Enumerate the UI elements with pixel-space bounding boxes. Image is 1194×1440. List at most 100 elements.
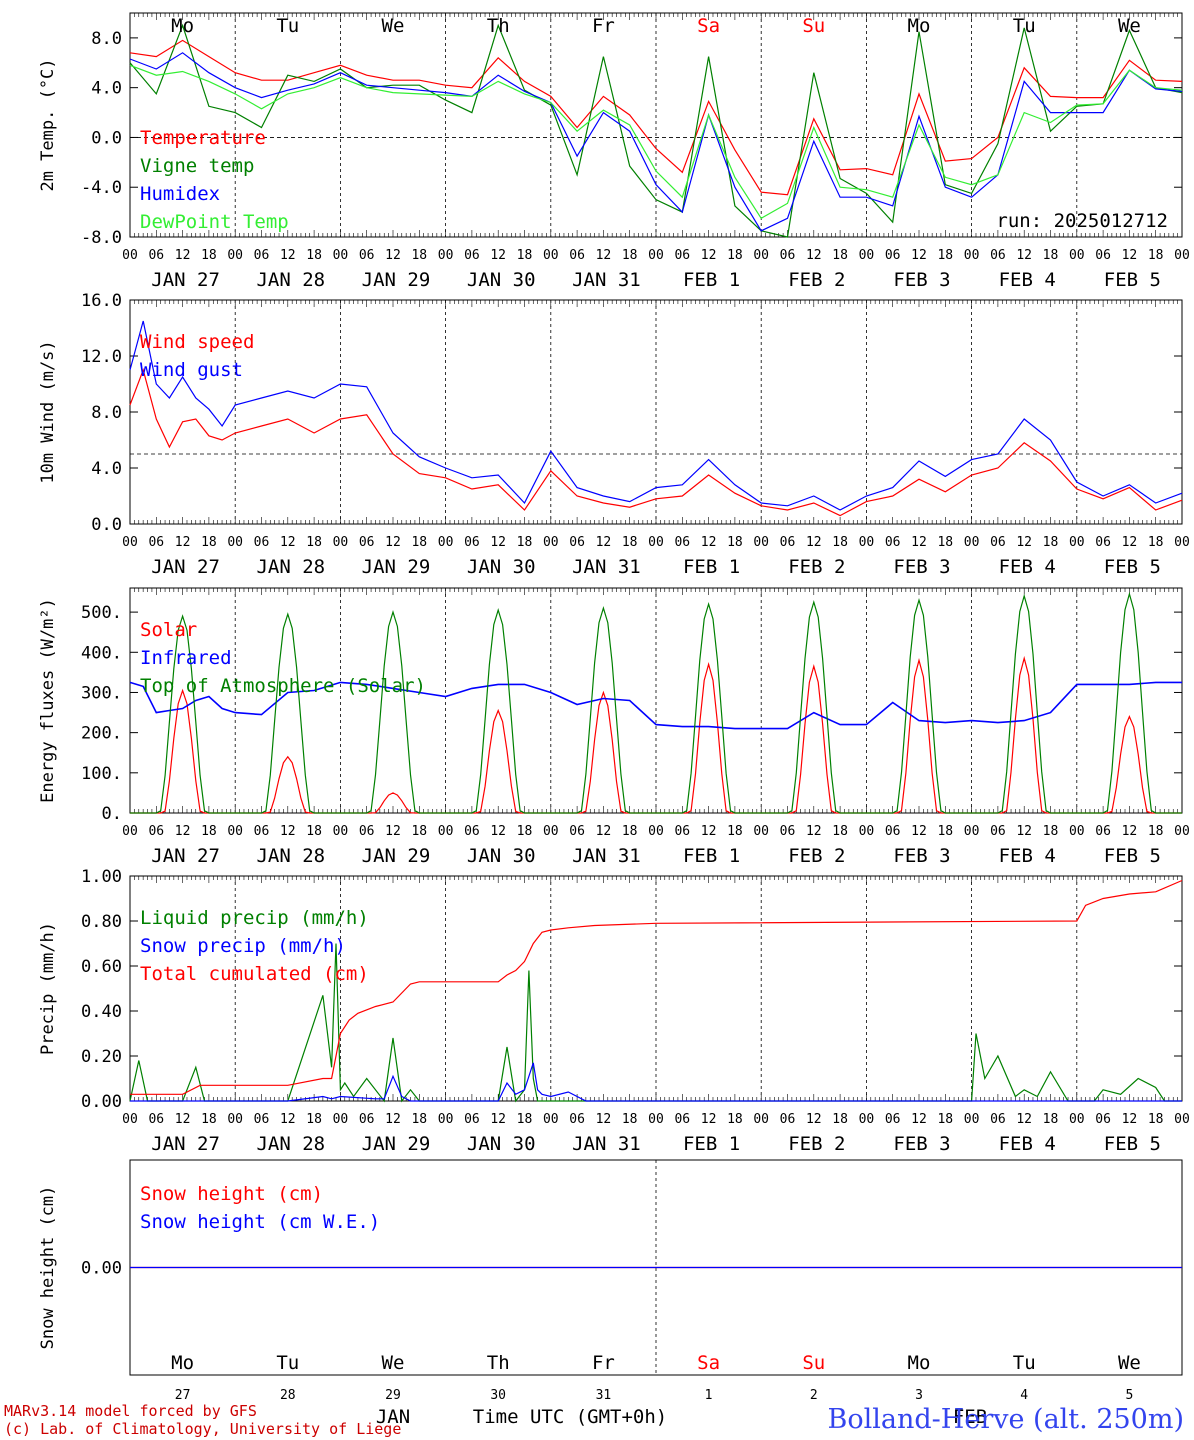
hour-label: 06 <box>569 824 585 839</box>
hour-label: 18 <box>937 824 953 839</box>
y-tick-label: 4.0 <box>91 79 122 99</box>
day-label: JAN 30 <box>467 269 536 291</box>
y-tick-label: 0.40 <box>81 1002 122 1022</box>
hour-label: 18 <box>411 1112 427 1127</box>
day-label: JAN 27 <box>151 845 220 867</box>
series-line-snow-precip-mm-h- <box>130 1062 1182 1102</box>
weekday-label-bottom: Tu <box>1013 1352 1036 1374</box>
day-label: FEB 1 <box>683 269 740 291</box>
day-label: FEB 2 <box>788 1133 845 1155</box>
hour-label: 12 <box>1016 1112 1032 1127</box>
hour-label: 06 <box>464 535 480 550</box>
hour-label: 00 <box>122 535 138 550</box>
day-label: JAN 31 <box>572 269 641 291</box>
day-number-label: 29 <box>385 1388 401 1403</box>
hour-label: 18 <box>411 535 427 550</box>
series-line-total-cumulated-cm- <box>130 879 1183 1095</box>
y-tick-label: 1.00 <box>81 867 122 887</box>
legend-entry: Top of Atmosphere (Solar) <box>140 675 426 697</box>
hour-label: 00 <box>859 248 875 263</box>
day-label: FEB 5 <box>1104 845 1161 867</box>
y-tick-label: 0.20 <box>81 1047 122 1067</box>
hour-label: 12 <box>490 824 506 839</box>
y-tick-label: 300. <box>81 683 122 703</box>
hour-label: 18 <box>1148 1112 1164 1127</box>
day-label: JAN 30 <box>467 845 536 867</box>
hour-label: 18 <box>622 535 638 550</box>
hour-label: 18 <box>306 824 322 839</box>
weekday-label-top: We <box>382 15 405 37</box>
hour-label: 00 <box>227 535 243 550</box>
hour-label: 12 <box>175 824 191 839</box>
hour-label: 18 <box>201 248 217 263</box>
y-axis-label: Precip (mm/h) <box>38 922 58 1055</box>
day-label: JAN 29 <box>362 845 431 867</box>
hour-label: 12 <box>806 535 822 550</box>
hour-label: 00 <box>543 248 559 263</box>
hour-label: 12 <box>490 535 506 550</box>
y-tick-label: 12.0 <box>81 347 122 367</box>
hour-label: 00 <box>964 824 980 839</box>
hour-label: 18 <box>832 1112 848 1127</box>
hour-label: 00 <box>859 535 875 550</box>
hour-label: 18 <box>937 1112 953 1127</box>
weekday-label-top: Th <box>487 15 510 37</box>
hour-label: 00 <box>1174 1112 1190 1127</box>
legend-entry: Humidex <box>140 183 220 205</box>
day-label: FEB 5 <box>1104 556 1161 578</box>
y-tick-label: -8.0 <box>81 228 122 248</box>
series-line-humidex <box>129 52 1183 232</box>
weekday-label-top: Su <box>802 15 825 37</box>
hour-label: 06 <box>359 248 375 263</box>
hour-label: 00 <box>122 824 138 839</box>
y-tick-label: 100. <box>81 764 122 784</box>
hour-label: 06 <box>990 1112 1006 1127</box>
hour-label: 00 <box>1174 535 1190 550</box>
hour-label: 06 <box>990 248 1006 263</box>
weekday-label-bottom: Sa <box>697 1352 720 1374</box>
hour-label: 00 <box>438 535 454 550</box>
hour-label: 12 <box>385 248 401 263</box>
hour-label: 06 <box>780 248 796 263</box>
hour-label: 12 <box>911 535 927 550</box>
series-line-temperature <box>129 39 1183 196</box>
hour-label: 06 <box>254 824 270 839</box>
hour-label: 12 <box>806 1112 822 1127</box>
hour-label: 06 <box>780 535 796 550</box>
hour-label: 18 <box>937 535 953 550</box>
hour-label: 00 <box>1069 248 1085 263</box>
hour-label: 18 <box>306 248 322 263</box>
hour-label: 12 <box>911 824 927 839</box>
hour-label: 12 <box>490 1112 506 1127</box>
hour-label: 00 <box>438 1112 454 1127</box>
hour-label: 00 <box>122 248 138 263</box>
hour-label: 12 <box>1122 824 1138 839</box>
day-label: JAN 31 <box>572 556 641 578</box>
hour-label: 12 <box>701 824 717 839</box>
legend-entry: Wind speed <box>140 331 254 353</box>
hour-label: 18 <box>1148 824 1164 839</box>
y-tick-label: 0.80 <box>81 912 122 932</box>
hour-label: 00 <box>1069 824 1085 839</box>
hour-label: 12 <box>806 248 822 263</box>
hour-label: 00 <box>438 824 454 839</box>
hour-label: 00 <box>333 535 349 550</box>
day-label: JAN 28 <box>256 1133 325 1155</box>
hour-label: 06 <box>674 248 690 263</box>
weekday-label-top: Tu <box>1013 15 1036 37</box>
weekday-label-top: Mo <box>171 15 194 37</box>
hour-label: 06 <box>674 535 690 550</box>
hour-label: 06 <box>148 824 164 839</box>
hour-label: 06 <box>674 824 690 839</box>
hour-label: 00 <box>648 248 664 263</box>
series-line-dewpoint-temp <box>129 64 1183 220</box>
hour-label: 18 <box>622 1112 638 1127</box>
weekday-label-bottom: Mo <box>908 1352 931 1374</box>
hour-label: 12 <box>596 1112 612 1127</box>
hour-label: 18 <box>201 535 217 550</box>
panel-5: 0.00 Snow height (cm) Snow height (cm) Snow… <box>38 1159 1183 1376</box>
y-tick-label: 200. <box>81 724 122 744</box>
run-label: run: 2025012712 <box>996 210 1168 232</box>
hour-label: 12 <box>280 1112 296 1127</box>
